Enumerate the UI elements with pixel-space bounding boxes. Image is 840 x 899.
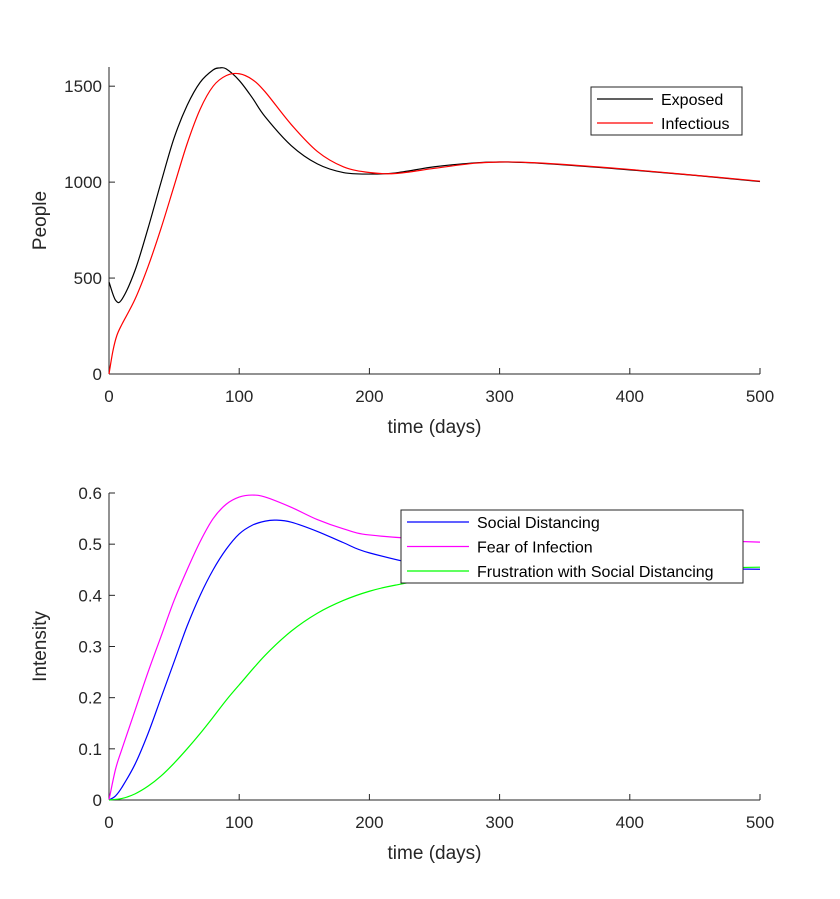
y-tick-label: 1000 <box>64 173 102 192</box>
y-axis-label: People <box>30 191 51 250</box>
legend-label: Frustration with Social Distancing <box>477 564 714 581</box>
x-tick-label: 0 <box>104 813 113 832</box>
x-tick-label: 500 <box>746 387 774 406</box>
y-tick-label: 0.2 <box>78 689 102 708</box>
y-tick-label: 500 <box>74 269 102 288</box>
x-tick-label: 400 <box>616 387 644 406</box>
x-axis-label: time (days) <box>388 417 482 438</box>
y-tick-label: 0.4 <box>78 586 102 605</box>
x-tick-label: 300 <box>485 387 513 406</box>
x-tick-label: 200 <box>355 387 383 406</box>
x-tick-label: 100 <box>225 813 253 832</box>
y-tick-label: 1500 <box>64 77 102 96</box>
y-tick-label: 0.3 <box>78 638 102 657</box>
x-tick-label: 300 <box>485 813 513 832</box>
legend-label: Exposed <box>661 92 723 109</box>
y-axis-label: Intensity <box>30 611 51 682</box>
legend-box <box>590 86 743 136</box>
legend-label: Fear of Infection <box>477 540 593 557</box>
y-tick-label: 0 <box>93 791 102 810</box>
y-tick-label: 0.5 <box>78 535 102 554</box>
y-tick-label: 0 <box>93 365 102 384</box>
legend-label: Infectious <box>661 116 729 133</box>
x-tick-label: 500 <box>746 813 774 832</box>
x-axis-label: time (days) <box>388 843 482 864</box>
x-tick-label: 100 <box>225 387 253 406</box>
y-tick-label: 0.1 <box>78 740 102 759</box>
legend: Social Distancing Fear of Infection Frustr… <box>400 509 744 584</box>
legend-label: Social Distancing <box>477 515 600 532</box>
x-tick-label: 400 <box>616 813 644 832</box>
x-tick-label: 0 <box>104 387 113 406</box>
series-line-frustration-with-social-distancing <box>108 566 761 801</box>
legend: Exposed Infectious <box>590 86 743 136</box>
intensity-chart: 0 100 200 300 400 500 0 0.1 0.2 0.3 0.4 0.5 0.6 time … <box>30 484 774 864</box>
x-tick-label: 200 <box>355 813 383 832</box>
people-chart: 0 100 200 300 400 500 0 500 1000 1500 time (days) P… <box>30 67 774 438</box>
series-line-infectious <box>108 72 761 375</box>
y-tick-label: 0.6 <box>78 484 102 503</box>
